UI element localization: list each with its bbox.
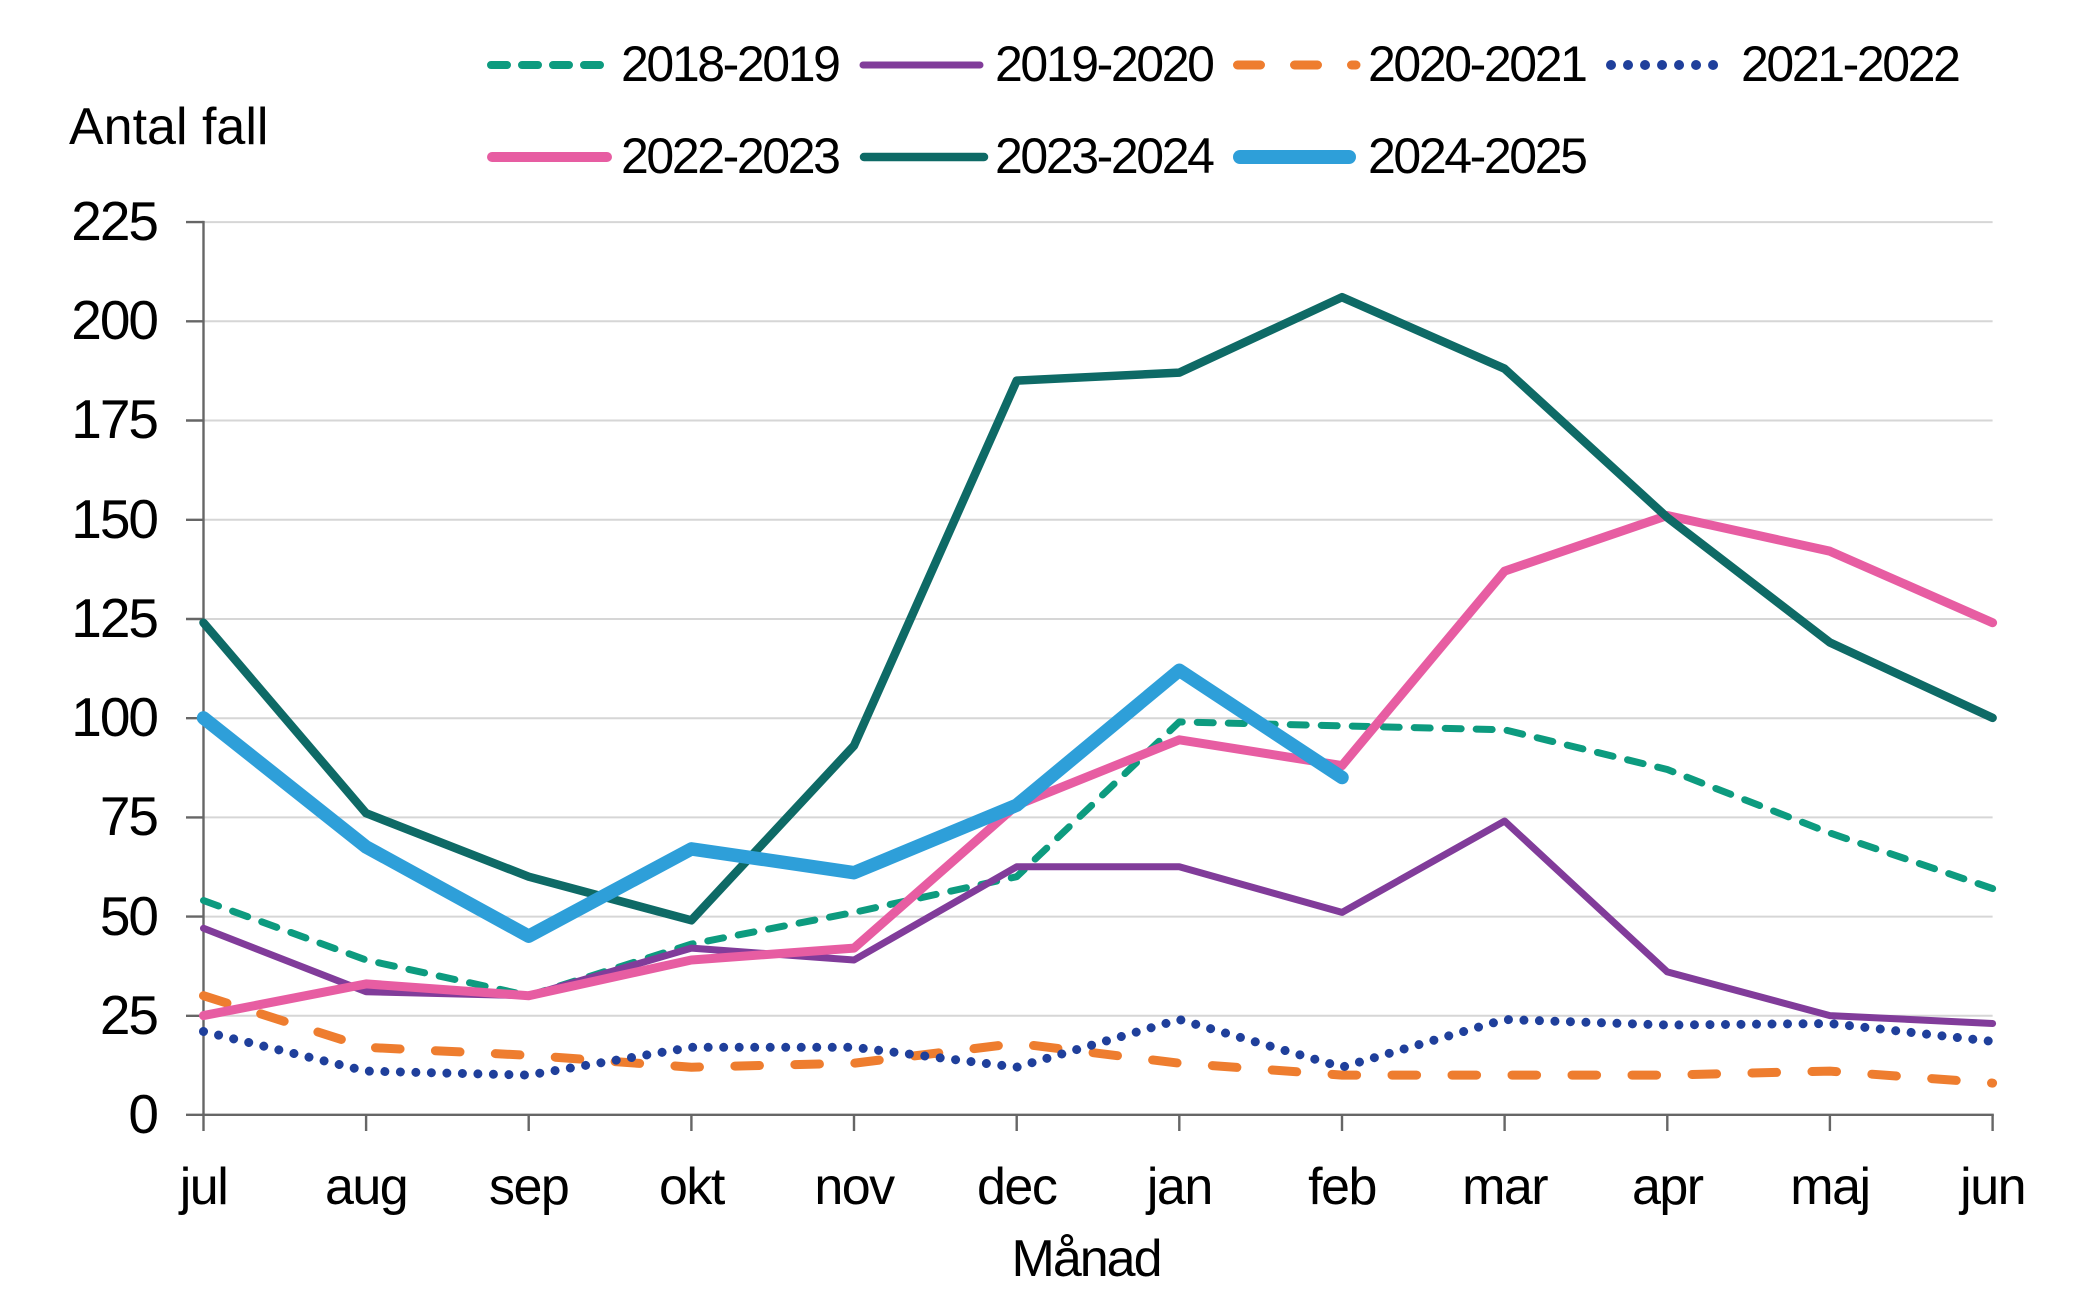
svg-text:sep: sep bbox=[489, 1158, 568, 1216]
svg-text:2019-2020: 2019-2020 bbox=[995, 36, 1213, 92]
svg-text:okt: okt bbox=[659, 1158, 726, 1216]
svg-text:aug: aug bbox=[325, 1158, 407, 1216]
svg-text:2023-2024: 2023-2024 bbox=[995, 128, 1214, 184]
svg-text:0: 0 bbox=[128, 1083, 157, 1145]
svg-text:125: 125 bbox=[71, 587, 157, 649]
svg-text:dec: dec bbox=[977, 1158, 1057, 1216]
svg-text:150: 150 bbox=[71, 488, 157, 550]
svg-text:175: 175 bbox=[71, 388, 157, 450]
svg-text:2021-2022: 2021-2022 bbox=[1741, 36, 1959, 92]
svg-text:225: 225 bbox=[71, 190, 157, 252]
svg-text:nov: nov bbox=[814, 1158, 895, 1216]
svg-text:2020-2021: 2020-2021 bbox=[1368, 36, 1586, 92]
svg-text:jan: jan bbox=[1145, 1158, 1212, 1216]
svg-text:100: 100 bbox=[71, 686, 157, 748]
svg-text:maj: maj bbox=[1790, 1158, 1869, 1216]
svg-text:75: 75 bbox=[100, 785, 158, 847]
svg-text:2024-2025: 2024-2025 bbox=[1368, 128, 1586, 184]
svg-text:25: 25 bbox=[100, 984, 158, 1046]
svg-text:2022-2023: 2022-2023 bbox=[621, 128, 839, 184]
svg-text:jun: jun bbox=[1958, 1158, 2025, 1216]
svg-text:200: 200 bbox=[71, 289, 157, 351]
svg-text:Antal fall: Antal fall bbox=[69, 98, 268, 156]
svg-text:feb: feb bbox=[1308, 1158, 1376, 1216]
svg-text:50: 50 bbox=[100, 885, 158, 947]
svg-text:apr: apr bbox=[1632, 1158, 1704, 1216]
svg-text:mar: mar bbox=[1462, 1158, 1548, 1216]
svg-text:Månad: Månad bbox=[1012, 1230, 1161, 1288]
svg-text:2018-2019: 2018-2019 bbox=[621, 36, 839, 92]
svg-text:jul: jul bbox=[178, 1158, 228, 1216]
